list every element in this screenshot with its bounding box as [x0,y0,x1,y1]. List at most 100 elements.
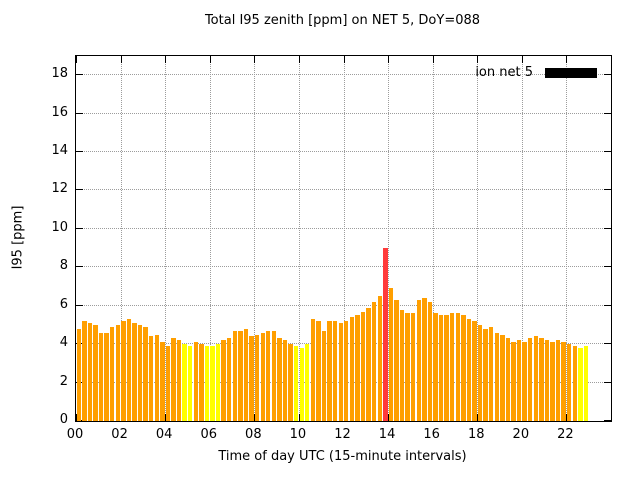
y-tick-label: 2 [59,373,68,389]
bar [371,301,377,421]
y-tick-label: 10 [51,219,68,235]
bar [188,346,193,421]
x-tick-label: 04 [155,427,173,442]
y-axis-label: I95 [ppm] [10,205,26,270]
bar [433,313,438,421]
y-tick-label: 16 [51,104,68,120]
x-tick-mark [343,56,345,63]
y-tick-mark [604,151,611,153]
x-tick-mark [254,56,256,63]
gridline-vertical [521,56,523,421]
bar [305,344,310,421]
bar [143,326,148,421]
gridline-vertical [566,56,568,421]
x-tick-label: 14 [378,427,396,442]
bar [260,332,265,421]
bar [394,299,399,421]
x-tick-mark [432,56,434,63]
gridline-vertical [298,56,300,421]
bar [232,330,238,421]
y-tick-mark [76,112,83,114]
bar [572,346,577,421]
gridline-vertical [165,56,167,421]
bar [477,324,483,421]
y-tick-mark [76,74,83,76]
x-tick-mark [209,414,211,421]
x-tick-label: 08 [245,427,262,442]
x-tick-mark [76,414,77,421]
x-tick-label: 16 [423,427,440,442]
bar [271,330,277,421]
bar [82,321,87,421]
bar [516,340,522,421]
bar [472,321,477,421]
bar [221,340,226,421]
x-tick-mark [566,56,568,63]
plot-area: ion net 5 [75,55,612,422]
bar [461,315,466,421]
y-tick-label: 4 [59,335,68,351]
bar [533,336,538,421]
bar [388,288,394,421]
bar [405,313,410,421]
x-tick-mark [343,414,345,421]
gridline-vertical [477,56,479,421]
bar [254,334,260,421]
bar [282,340,288,421]
bar [249,336,254,421]
y-tick-mark [604,381,611,383]
bar [488,326,494,421]
bar [266,330,271,421]
bar [505,338,511,421]
bar [193,342,199,421]
x-tick-mark [165,414,167,421]
bar [366,307,371,421]
y-tick-mark [76,304,83,306]
legend: ion net 5 [475,65,597,80]
gridline-vertical [388,56,390,421]
bar [176,340,182,421]
y-tick-label: 12 [51,181,68,197]
bar [438,315,444,421]
y-tick-label: 18 [51,66,68,82]
bar [544,340,550,421]
bar [115,324,120,421]
bar [494,332,499,421]
x-tick-mark [120,56,122,63]
legend-swatch [545,67,597,78]
bar [104,332,109,421]
x-tick-label: 10 [289,427,307,442]
bar [110,326,115,421]
bar [511,342,516,421]
bar [204,346,210,421]
bar [466,319,472,421]
bar [98,332,104,421]
bar [449,313,455,421]
bar [349,317,355,421]
y-tick-label: 6 [59,296,68,312]
bar [210,346,215,421]
bar [338,323,343,421]
bar [160,342,165,421]
gridline-vertical [254,56,256,421]
bar [410,313,416,421]
gridline-vertical [120,56,122,421]
x-tick-mark [254,414,256,421]
bar [444,315,449,421]
bar [522,342,527,421]
y-tick-mark [604,189,611,191]
bar [243,328,249,421]
y-tick-mark [76,189,83,191]
bar [327,321,332,421]
x-tick-mark [477,56,479,63]
x-tick-mark [209,56,211,63]
bar [422,298,427,421]
bar [550,342,555,421]
bar [149,336,154,421]
y-tick-mark [604,343,611,345]
y-tick-mark [76,266,83,268]
bar [416,299,421,421]
bar [578,348,583,421]
y-tick-mark [604,74,611,76]
y-tick-mark [604,266,611,268]
